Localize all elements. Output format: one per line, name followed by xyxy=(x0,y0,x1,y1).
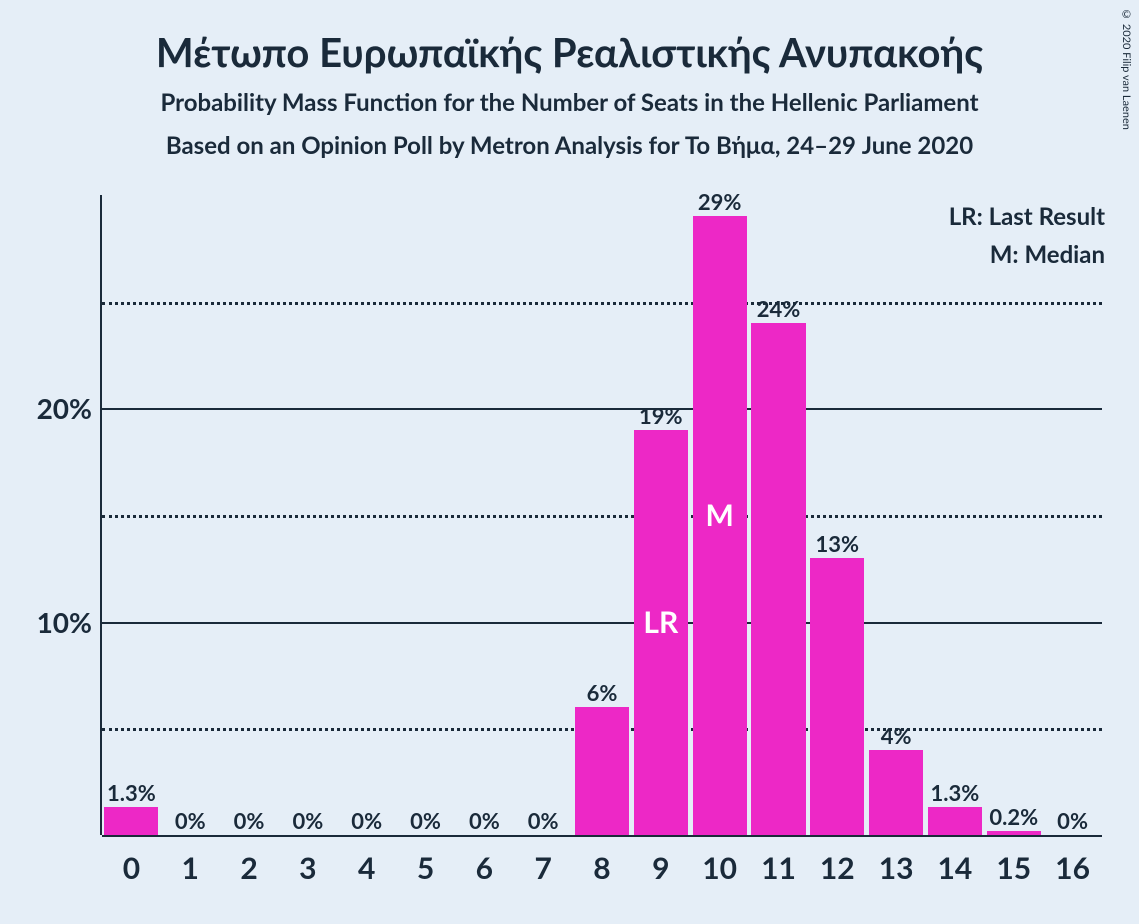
bar xyxy=(987,831,1041,835)
chart-plot-area: 10%20% 1.3%0%0%0%0%0%0%0%6%19%29%24%13%4… xyxy=(102,195,1102,835)
bar-value-label: 0% xyxy=(1057,807,1088,834)
y-tick-label: 20% xyxy=(37,391,92,425)
gridline-minor xyxy=(102,302,1102,305)
bar xyxy=(810,558,864,835)
x-tick-label: 0 xyxy=(123,850,140,886)
bar-inner-label: LR xyxy=(643,604,678,640)
bar xyxy=(104,807,158,835)
x-tick-label: 16 xyxy=(1055,850,1090,886)
bar-value-label: 0.2% xyxy=(989,803,1038,830)
bar-value-label: 4% xyxy=(881,722,912,749)
x-tick-label: 4 xyxy=(358,850,375,886)
x-tick-label: 8 xyxy=(593,850,610,886)
bar-value-label: 13% xyxy=(816,530,860,557)
bar-value-label: 1.3% xyxy=(931,779,980,806)
bar-inner-label: M xyxy=(705,497,733,533)
bar-value-label: 6% xyxy=(587,679,618,706)
bar-value-label: 29% xyxy=(698,188,742,215)
x-tick-label: 7 xyxy=(534,850,551,886)
x-tick-label: 9 xyxy=(652,850,669,886)
x-tick-label: 5 xyxy=(417,850,434,886)
gridline-major xyxy=(102,408,1102,410)
chart-subtitle-2: Based on an Opinion Poll by Metron Analy… xyxy=(0,117,1139,160)
bar xyxy=(575,707,629,835)
x-tick-label: 14 xyxy=(938,850,973,886)
x-tick-label: 15 xyxy=(996,850,1031,886)
chart-title: Μέτωπο Ευρωπαϊκής Ρεαλιστικής Ανυπακοής xyxy=(0,0,1139,76)
x-tick-label: 10 xyxy=(702,850,737,886)
x-tick-label: 11 xyxy=(761,850,796,886)
chart-subtitle-1: Probability Mass Function for the Number… xyxy=(0,76,1139,117)
bar xyxy=(751,323,805,835)
gridline-major xyxy=(102,622,1102,624)
bar-value-label: 1.3% xyxy=(107,779,156,806)
bar-value-label: 0% xyxy=(410,807,441,834)
bar-value-label: 24% xyxy=(757,295,801,322)
x-tick-label: 6 xyxy=(476,850,493,886)
bar-value-label: 0% xyxy=(175,807,206,834)
x-tick-label: 1 xyxy=(182,850,199,886)
x-tick-label: 2 xyxy=(240,850,257,886)
bar xyxy=(928,807,982,835)
bar-value-label: 0% xyxy=(528,807,559,834)
bar xyxy=(869,750,923,835)
bar-value-label: 0% xyxy=(292,807,323,834)
bar-value-label: 0% xyxy=(234,807,265,834)
x-tick-label: 13 xyxy=(879,850,914,886)
bar-value-label: 0% xyxy=(351,807,382,834)
gridline-minor xyxy=(102,515,1102,518)
x-axis-line xyxy=(102,835,1102,837)
y-tick-label: 10% xyxy=(37,605,92,639)
bar-value-label: 0% xyxy=(469,807,500,834)
copyright: © 2020 Filip van Laenen xyxy=(1120,8,1133,130)
x-tick-label: 3 xyxy=(299,850,316,886)
bar-value-label: 19% xyxy=(639,402,683,429)
x-tick-label: 12 xyxy=(820,850,855,886)
